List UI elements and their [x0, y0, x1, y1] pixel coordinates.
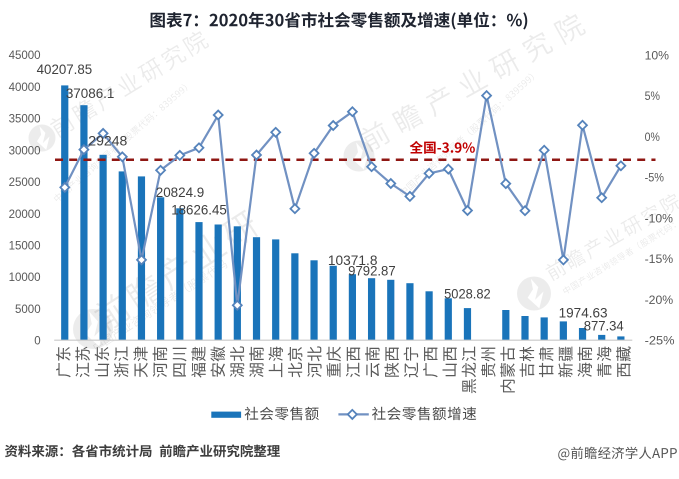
svg-text:29248: 29248	[88, 133, 127, 148]
svg-text:1974.63: 1974.63	[559, 306, 608, 321]
svg-text:30000: 30000	[9, 143, 41, 157]
svg-text:35000: 35000	[9, 112, 41, 126]
svg-text:0: 0	[34, 334, 40, 348]
svg-text:877.34: 877.34	[584, 318, 625, 333]
svg-text:20824.9: 20824.9	[156, 185, 205, 200]
svg-text:-15%: -15%	[645, 252, 674, 266]
svg-text:18626.45: 18626.45	[171, 202, 227, 217]
svg-text:37086.1: 37086.1	[66, 86, 115, 101]
svg-text:-5%: -5%	[645, 171, 664, 185]
svg-text:0%: 0%	[645, 130, 660, 144]
svg-text:10371.8: 10371.8	[328, 253, 378, 268]
svg-text:5%: 5%	[645, 89, 660, 103]
svg-text:45000: 45000	[9, 48, 41, 62]
svg-text:10%: 10%	[645, 48, 669, 62]
svg-text:25000: 25000	[9, 175, 41, 189]
svg-text:20000: 20000	[9, 207, 41, 221]
svg-text:40000: 40000	[9, 80, 41, 94]
svg-text:5000: 5000	[15, 302, 41, 316]
svg-text:5028.82: 5028.82	[444, 286, 491, 301]
svg-text:-20%: -20%	[645, 293, 674, 307]
svg-text:-10%: -10%	[645, 211, 673, 225]
svg-text:15000: 15000	[9, 238, 41, 252]
svg-text:-25%: -25%	[645, 334, 675, 348]
svg-text:9792.87: 9792.87	[348, 264, 396, 279]
svg-text:10000: 10000	[9, 270, 41, 284]
svg-text:40207.85: 40207.85	[37, 62, 93, 77]
